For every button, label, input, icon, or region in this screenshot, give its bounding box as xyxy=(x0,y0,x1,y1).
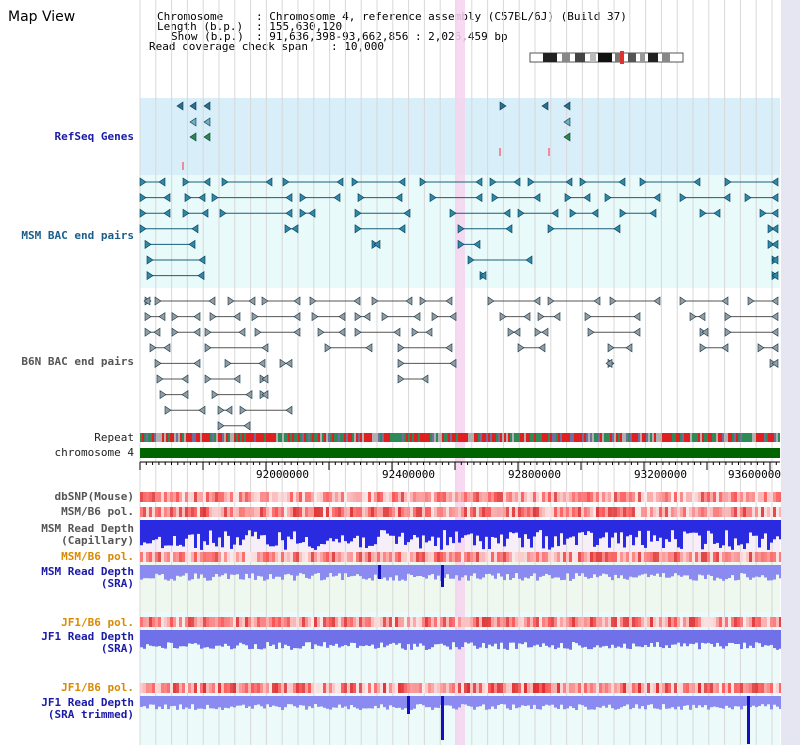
length-label: Length (b.p.) xyxy=(157,20,244,33)
track-label-dbsnp[interactable]: dbSNP(Mouse) xyxy=(54,490,134,503)
repeat-track[interactable] xyxy=(140,433,780,442)
polymorphism-tracks[interactable] xyxy=(140,492,782,693)
read-depth-tracks[interactable] xyxy=(140,520,782,744)
show-label: Show (b.p.) xyxy=(171,30,244,43)
track-label-msm-b6-pol-1[interactable]: MSM/B6 pol. xyxy=(61,505,134,518)
b6n-bac-track[interactable] xyxy=(143,296,779,431)
map-view-title: Map View xyxy=(8,9,76,25)
track-label-repeat[interactable]: Repeat xyxy=(94,431,134,444)
track-label-refseq[interactable]: RefSeq Genes xyxy=(54,130,134,143)
track-label-jf1-b6-pol-2[interactable]: JF1/B6 pol. xyxy=(61,681,134,694)
track-label-jf1-b6-pol-1[interactable]: JF1/B6 pol. xyxy=(61,616,134,629)
track-label-msm-depth-sra-sub: (SRA) xyxy=(100,577,134,590)
position-axis xyxy=(139,461,780,470)
track-label-jf1-depth-trim[interactable]: JF1 Read Depth xyxy=(41,696,134,709)
track-label-jf1-depth-sra-sub: (SRA) xyxy=(100,642,134,655)
highlight-band xyxy=(455,0,465,745)
axis-tick-label: 92800000 xyxy=(508,468,561,481)
track-label-jf1-depth-trim-sub: (SRA trimmed) xyxy=(47,708,134,721)
chromosome-bar[interactable] xyxy=(140,448,780,458)
chromosome-value: : Chromosome 4, reference assembly (C57B… xyxy=(256,10,627,23)
track-label-msm-bac[interactable]: MSM BAC end pairs xyxy=(21,229,134,242)
track-label-msm-depth-cap[interactable]: MSM Read Depth xyxy=(41,522,134,535)
chromosome-ideogram[interactable] xyxy=(529,51,684,64)
axis-tick-label: 92400000 xyxy=(382,468,435,481)
axis-tick-label: 92000000 xyxy=(256,468,309,481)
chromosome-label: Chromosome xyxy=(157,10,224,23)
ideogram-position-marker xyxy=(620,51,624,64)
msm-bac-track[interactable] xyxy=(139,177,779,281)
right-scroll-strip[interactable] xyxy=(781,0,800,745)
track-label-jf1-depth-sra[interactable]: JF1 Read Depth xyxy=(41,630,134,643)
track-label-msm-b6-pol-2[interactable]: MSM/B6 pol. xyxy=(61,550,134,563)
axis-tick-label: 93200000 xyxy=(634,468,687,481)
track-label-chromosome[interactable]: chromosome 4 xyxy=(54,446,134,459)
axis-tick-label: 93600000 xyxy=(728,468,781,481)
read-coverage-value: : 10,000 xyxy=(331,40,384,53)
track-label-msm-depth-sra[interactable]: MSM Read Depth xyxy=(41,565,134,578)
read-coverage-label: Read coverage check span xyxy=(149,40,308,53)
length-value: : 155,630,120 xyxy=(256,20,343,33)
track-label-msm-depth-cap-sub: (Capillary) xyxy=(61,534,134,547)
refseq-genes-track[interactable] xyxy=(176,101,571,170)
track-label-b6n-bac[interactable]: B6N BAC end pairs xyxy=(21,355,134,368)
